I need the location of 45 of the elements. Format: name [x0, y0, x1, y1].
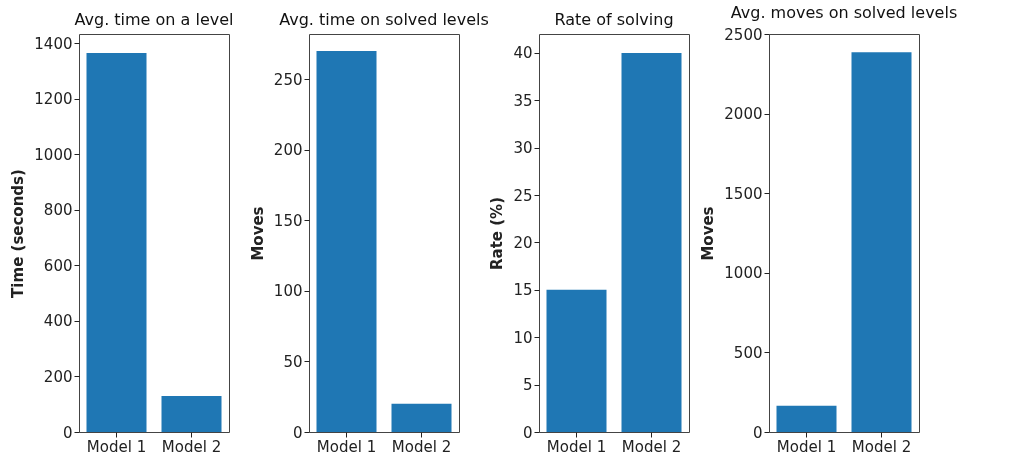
y-axis-title: Moves: [699, 206, 718, 261]
y-tick-label: 1400: [34, 34, 73, 53]
y-tick-label: 250: [273, 70, 303, 89]
x-tick-label: Model 1: [546, 437, 607, 456]
y-tick-label: 800: [43, 201, 73, 220]
y-tick-label: 600: [43, 256, 73, 275]
y-tick-label: 1000: [34, 145, 73, 164]
y-tick-label: 200: [43, 367, 73, 386]
y-tick-label: 400: [43, 312, 73, 331]
y-tick-label: 0: [292, 423, 303, 442]
y-tick-label: 2000: [724, 105, 763, 124]
x-tick-label: Model 1: [316, 437, 377, 456]
chart-title: Avg. moves on solved levels: [730, 3, 958, 22]
y-tick-label: 20: [513, 233, 533, 252]
x-tick-label: Model 1: [86, 437, 147, 456]
y-tick-label: 0: [522, 423, 533, 442]
x-tick-label: Model 2: [851, 437, 912, 456]
y-tick-label: 2500: [724, 25, 763, 44]
y-tick-label: 1500: [724, 184, 763, 203]
y-axis-title: Time (seconds): [9, 169, 28, 298]
y-axis-title: Rate (%): [488, 197, 507, 270]
y-tick-label: 50: [283, 352, 303, 371]
y-tick-label: 200: [273, 141, 303, 160]
y-tick-label: 15: [513, 281, 533, 300]
y-tick-label: 1000: [724, 264, 763, 283]
y-axis-title: Moves: [248, 206, 267, 261]
y-tick-label: 35: [513, 91, 533, 110]
y-tick-label: 1200: [34, 90, 73, 109]
y-tick-label: 30: [513, 139, 533, 158]
x-tick-label: Model 2: [391, 437, 452, 456]
y-tick-label: 0: [752, 423, 763, 442]
y-tick-label: 40: [513, 44, 533, 63]
chart-title: Avg. time on a level: [74, 10, 234, 29]
x-tick-label: Model 1: [776, 437, 837, 456]
y-tick-label: 5: [522, 376, 533, 395]
y-tick-label: 500: [733, 343, 763, 362]
y-tick-label: 0: [62, 423, 73, 442]
x-tick-label: Model 2: [161, 437, 222, 456]
x-tick-label: Model 2: [621, 437, 682, 456]
y-tick-label: 10: [513, 328, 533, 347]
chart-title: Avg. time on solved levels: [279, 10, 489, 29]
y-tick-label: 25: [513, 186, 533, 205]
chart-title: Rate of solving: [554, 10, 674, 29]
y-tick-label: 100: [273, 282, 303, 301]
y-tick-label: 150: [273, 211, 303, 230]
